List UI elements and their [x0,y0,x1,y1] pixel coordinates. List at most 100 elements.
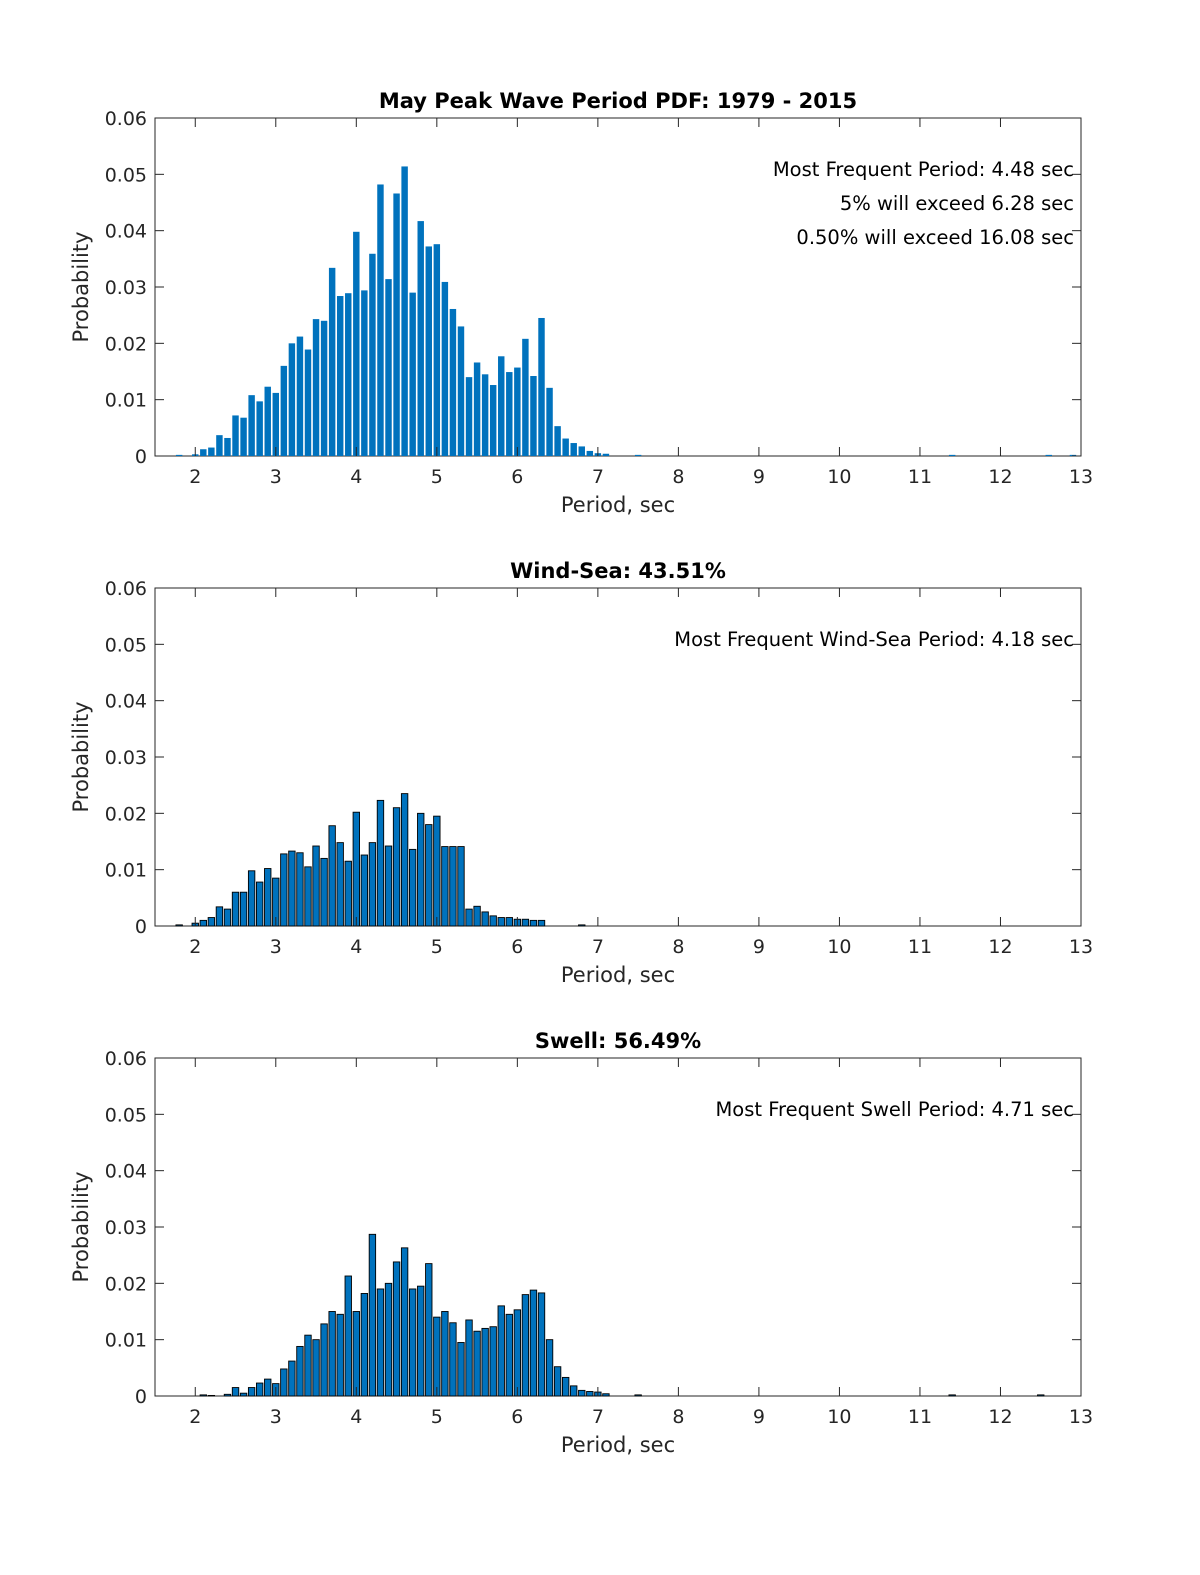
bar [328,267,336,456]
y-tick-label: 0.06 [105,1048,147,1070]
x-tick-label: 13 [1069,466,1093,488]
bar [529,1289,538,1397]
bar [239,1392,248,1397]
chart-panel-2: 2 3 4 5 6 7 8 9 10 11 12 13 0 0.01 0.02 0.03 0.04 0.05 0.0… [69,559,1093,987]
bar [489,915,497,927]
bar [400,793,409,927]
bar [1069,454,1077,456]
bar [948,1394,956,1397]
bar [280,1368,288,1397]
annotation: Most Frequent Wind-Sea Period: 4.18 sec [674,628,1074,651]
bar [320,320,328,456]
bar [369,253,376,456]
bar [497,1305,505,1397]
bar [368,1233,377,1397]
bar [304,866,312,927]
bar [1037,1394,1045,1397]
y-tick-label: 0.05 [105,1104,147,1126]
x-tick-label: 13 [1069,936,1093,958]
bar [417,812,425,927]
bar [223,908,232,927]
y-tick-label: 0.05 [105,164,147,186]
x-tick-label: 9 [753,936,765,958]
bar [457,326,465,456]
bar [336,1313,344,1397]
bar [320,1323,328,1397]
bar [586,1391,594,1397]
bar [417,1285,425,1397]
bar [376,799,385,927]
x-axis-label: Period, sec [561,1433,675,1457]
bar [361,290,368,456]
bar [530,376,537,456]
bar [328,1311,336,1397]
y-tick-label: 0.03 [105,1217,147,1239]
bar [506,372,513,456]
bar [489,385,497,456]
bar [345,293,352,456]
x-tick-label: 12 [988,936,1012,958]
x-axis-label: Period, sec [561,963,675,987]
bar [425,1263,433,1397]
bar [425,824,433,927]
bar [562,438,569,456]
x-tick-label: 7 [592,1406,604,1428]
y-axis-label: Probability [69,1171,93,1282]
y-tick-label: 0 [135,916,147,938]
x-tick-label: 2 [189,466,201,488]
bar [570,443,577,456]
x-tick-label: 9 [753,1406,765,1428]
y-axis-label: Probability [69,701,93,812]
bar [521,918,530,927]
bar [409,292,416,456]
bar [505,1313,513,1397]
bar [417,221,424,456]
y-tick-label: 0.04 [105,691,147,713]
bar [473,905,481,927]
bar [425,246,432,456]
bar [384,1282,393,1397]
bar [247,1387,256,1397]
bar [473,1330,481,1397]
bar [344,1275,352,1397]
bar [288,850,296,927]
bar [264,386,271,456]
bar [352,1311,360,1397]
bar [497,917,505,927]
bar [554,426,561,456]
bar [224,437,231,456]
x-tick-label: 9 [753,466,765,488]
bar [175,454,183,456]
bar [408,1288,417,1397]
bar [288,1360,296,1397]
bar [489,1326,497,1397]
bar [376,1288,385,1397]
bar [457,846,465,927]
chart-title: Swell: 56.49% [535,1029,701,1053]
bar [304,349,312,456]
y-tick-label: 0.06 [105,578,147,600]
x-tick-label: 3 [270,1406,282,1428]
bar [360,1293,369,1397]
bar [256,881,264,927]
bar [272,392,280,456]
bar [538,317,545,456]
x-tick-label: 10 [827,1406,851,1428]
bar [199,919,207,927]
bar [481,1327,489,1397]
bar [433,815,441,927]
y-tick-label: 0.01 [105,860,147,882]
y-tick-label: 0.04 [105,221,147,243]
x-tick-label: 4 [350,466,362,488]
bar [545,1339,554,1397]
bar [465,377,473,456]
x-tick-label: 8 [672,466,684,488]
bar [570,1385,578,1397]
bar [207,1394,216,1397]
x-tick-label: 3 [270,466,282,488]
bar [200,449,207,456]
bar [368,842,377,927]
bar [208,447,215,456]
bar [320,857,328,927]
